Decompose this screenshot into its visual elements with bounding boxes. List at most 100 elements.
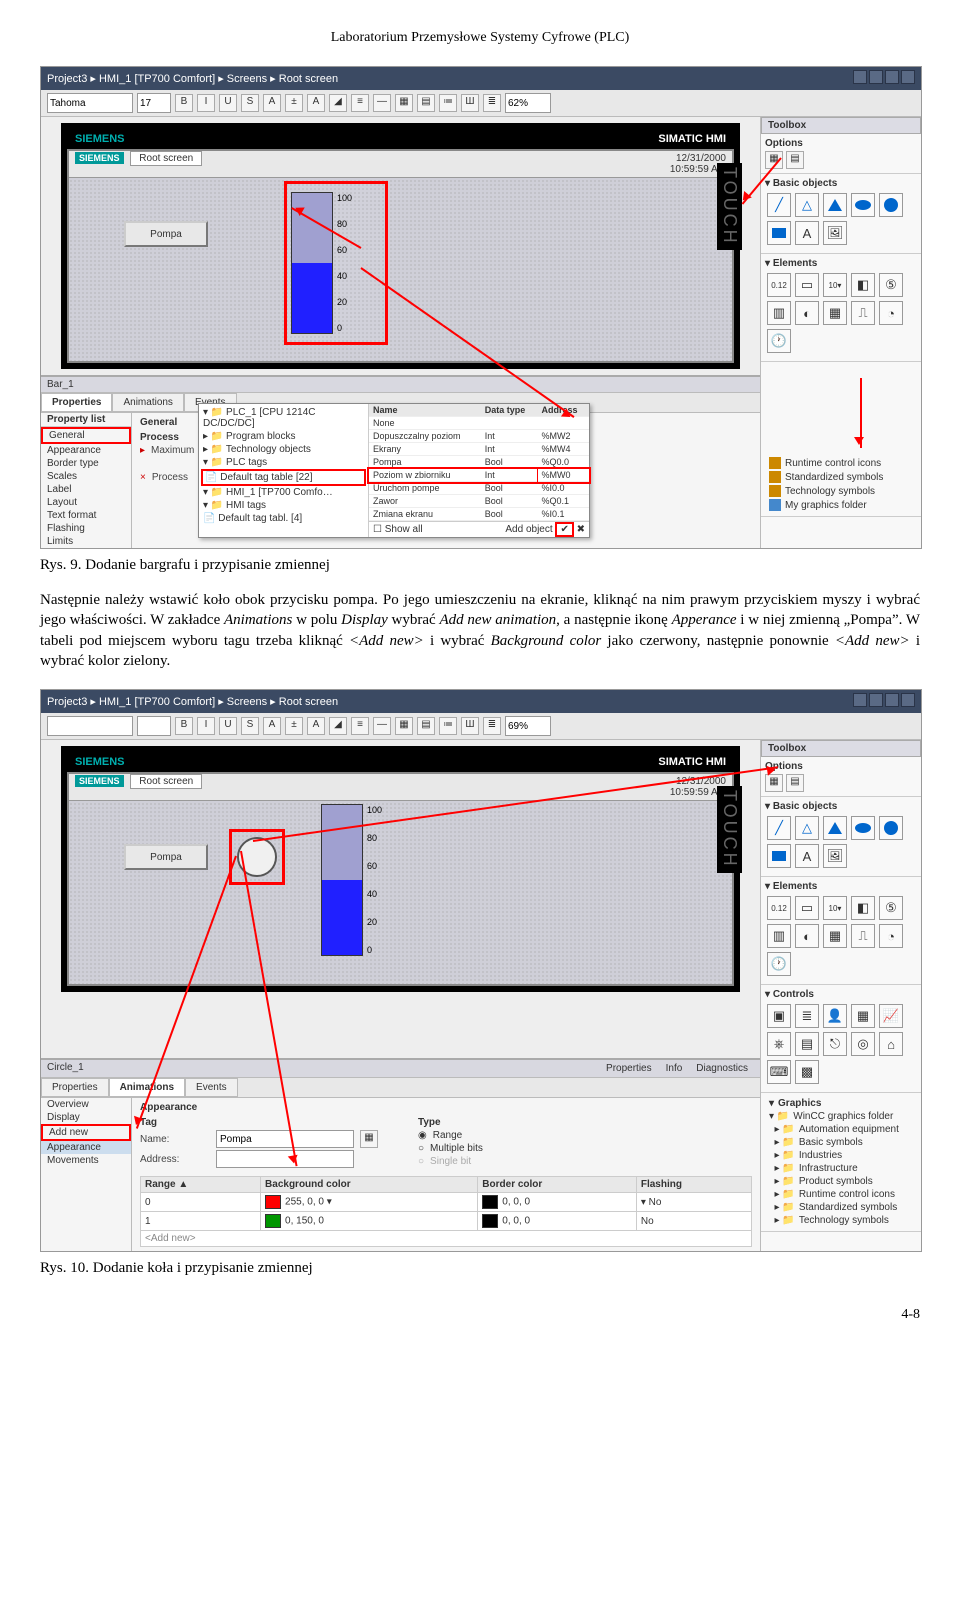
tab-events[interactable]: Events bbox=[185, 1078, 238, 1097]
clock-icon[interactable]: 🕐 bbox=[767, 952, 791, 976]
tab-animations[interactable]: Animations bbox=[109, 1078, 185, 1097]
ctrl-icon[interactable]: ⎈ bbox=[767, 1032, 791, 1056]
format-toolbar[interactable]: B I U S A ± A ◢ ≡ — ▦ ▤ ≔ Ш ≣ bbox=[41, 90, 921, 117]
tag-table[interactable]: NameData typeAddress None Dopuszczalny p… bbox=[369, 404, 589, 521]
fmt-icon[interactable]: A bbox=[263, 717, 281, 735]
circle-icon[interactable] bbox=[879, 816, 903, 840]
tab-animations[interactable]: Animations bbox=[112, 393, 183, 412]
layer-icon[interactable]: ▤ bbox=[417, 717, 435, 735]
bold-icon[interactable]: B bbox=[175, 717, 193, 735]
rect-icon[interactable] bbox=[767, 844, 791, 868]
window-buttons[interactable] bbox=[851, 693, 915, 710]
italic-icon[interactable]: I bbox=[197, 717, 215, 735]
polygon-icon[interactable] bbox=[823, 193, 847, 217]
datetime-icon[interactable]: ⑤ bbox=[879, 273, 903, 297]
fontsize-input[interactable] bbox=[137, 716, 171, 736]
fontsize-input[interactable] bbox=[137, 93, 171, 113]
layer-icon[interactable]: ▦ bbox=[395, 717, 413, 735]
format-toolbar[interactable]: B I U S A ± A ◢ ≡ — ▦ ▤ ≔ Ш ≣ bbox=[41, 713, 921, 740]
font-select[interactable] bbox=[47, 93, 133, 113]
pompa-button[interactable]: Pompa bbox=[124, 221, 208, 247]
project-tree[interactable]: ▾ 📁 PLC_1 [CPU 1214C DC/DC/DC] ▸ 📁 Progr… bbox=[199, 404, 369, 537]
confirm-icon[interactable]: ✔ bbox=[555, 522, 573, 537]
type-range-radio[interactable]: ◉ Range bbox=[418, 1130, 483, 1141]
elements-grid[interactable]: 0.12 ▭ 10▾ ◧ ⑤ ▥ ◐ ▦ ⎍ ◔ 🕐 bbox=[765, 269, 917, 357]
layer-icon[interactable]: ▤ bbox=[417, 94, 435, 112]
tab-properties[interactable]: Properties bbox=[41, 393, 112, 412]
table-row[interactable]: 0 255, 0, 0 ▾ 0, 0, 0 ▾ No bbox=[141, 1193, 752, 1212]
fill-icon[interactable]: ◢ bbox=[329, 717, 347, 735]
align-icon[interactable]: ≔ bbox=[439, 717, 457, 735]
ctrl-icon[interactable]: ◎ bbox=[851, 1032, 875, 1056]
ctrl-icon[interactable]: ▩ bbox=[795, 1060, 819, 1084]
property-list[interactable]: Property list General Appearance Border … bbox=[41, 413, 132, 548]
bold-icon[interactable]: B bbox=[175, 94, 193, 112]
tool-icon[interactable]: ▤ bbox=[786, 774, 804, 792]
tag-browser-popup[interactable]: ▾ 📁 PLC_1 [CPU 1214C DC/DC/DC] ▸ 📁 Progr… bbox=[198, 403, 590, 538]
ctrl-icon[interactable]: 📈 bbox=[879, 1004, 903, 1028]
align-icon[interactable]: ≡ bbox=[351, 717, 369, 735]
slider-icon[interactable]: ⎍ bbox=[851, 924, 875, 948]
font-select[interactable] bbox=[47, 716, 133, 736]
default-tag-table-node[interactable]: 📄 Default tag table [22] bbox=[201, 469, 366, 486]
pompa-button[interactable]: Pompa bbox=[124, 844, 208, 870]
graphiofield-icon[interactable]: ◧ bbox=[851, 896, 875, 920]
iofield-icon[interactable]: 0.12 bbox=[767, 896, 791, 920]
polyline-icon[interactable] bbox=[795, 193, 819, 217]
add-new-node[interactable]: Add new bbox=[41, 1124, 131, 1141]
text-icon[interactable]: A bbox=[795, 844, 819, 868]
button-icon[interactable]: ▭ bbox=[795, 273, 819, 297]
polygon-icon[interactable] bbox=[823, 816, 847, 840]
tag-address-input[interactable] bbox=[216, 1150, 354, 1168]
zoom-input[interactable] bbox=[505, 93, 551, 113]
ctrl-icon[interactable]: 👤 bbox=[823, 1004, 847, 1028]
tool-icon[interactable]: ▦ bbox=[765, 774, 783, 792]
align-icon[interactable]: — bbox=[373, 717, 391, 735]
dist-icon[interactable]: Ш bbox=[461, 94, 479, 112]
bar-icon[interactable]: ▥ bbox=[767, 924, 791, 948]
image-icon[interactable]: 🖼 bbox=[823, 221, 847, 245]
basic-objects-grid[interactable]: A 🖼 bbox=[765, 189, 917, 249]
basic-objects-grid[interactable]: A 🖼 bbox=[765, 812, 917, 872]
window-buttons[interactable] bbox=[851, 70, 915, 87]
ctrl-icon[interactable]: ⎋ bbox=[823, 1032, 847, 1056]
switch-icon[interactable]: ◐ bbox=[795, 301, 819, 325]
fill-icon[interactable]: ◢ bbox=[329, 94, 347, 112]
button-icon[interactable]: ▭ bbox=[795, 896, 819, 920]
controls-grid[interactable]: ▣ ≣ 👤 ▦ 📈 ⎈ ▤ ⎋ ◎ ⌂ ⌨ ▩ bbox=[765, 1000, 917, 1088]
clock-icon[interactable]: 🕐 bbox=[767, 329, 791, 353]
ellipse-icon[interactable] bbox=[851, 816, 875, 840]
dist-icon[interactable]: Ш bbox=[461, 717, 479, 735]
add-object-area[interactable]: Add object ✔ ✖ bbox=[505, 524, 585, 535]
ctrl-icon[interactable]: ▤ bbox=[795, 1032, 819, 1056]
underline-icon[interactable]: U bbox=[219, 94, 237, 112]
ellipse-icon[interactable] bbox=[851, 193, 875, 217]
align-icon[interactable]: — bbox=[373, 94, 391, 112]
bar-icon[interactable]: ▥ bbox=[767, 301, 791, 325]
type-single-radio[interactable]: ○ Single bit bbox=[418, 1156, 483, 1167]
symiofield-icon[interactable]: 10▾ bbox=[823, 273, 847, 297]
zoom-input[interactable] bbox=[505, 716, 551, 736]
fmt-icon[interactable]: ± bbox=[285, 717, 303, 735]
gauge-icon[interactable]: ◔ bbox=[879, 924, 903, 948]
tag-browse-icon[interactable]: ▦ bbox=[360, 1130, 378, 1148]
graphics-tree[interactable]: ▾ Graphics ▾ 📁 WinCC graphics folder ▸ 📁… bbox=[761, 1093, 921, 1232]
tag-name-input[interactable] bbox=[216, 1130, 354, 1148]
fmt-icon[interactable]: ± bbox=[285, 94, 303, 112]
iofield-icon[interactable]: 0.12 bbox=[767, 273, 791, 297]
symlib-icon[interactable]: ▦ bbox=[823, 924, 847, 948]
strike-icon[interactable]: S bbox=[241, 717, 259, 735]
tool-icon[interactable]: ▤ bbox=[786, 151, 804, 169]
fontcolor-icon[interactable]: A bbox=[307, 94, 325, 112]
hmi-screen-canvas[interactable]: SIEMENS Root screen 12/31/2000 10:59:59 … bbox=[67, 772, 734, 986]
rect-icon[interactable] bbox=[767, 221, 791, 245]
symiofield-icon[interactable]: 10▾ bbox=[823, 896, 847, 920]
graphics-shortlist[interactable]: Runtime control icons Standardized symbo… bbox=[761, 452, 921, 517]
fontcolor-icon[interactable]: A bbox=[307, 717, 325, 735]
ctrl-icon[interactable]: ▣ bbox=[767, 1004, 791, 1028]
ctrl-icon[interactable]: ⌂ bbox=[879, 1032, 903, 1056]
align-icon[interactable]: ≔ bbox=[439, 94, 457, 112]
tab-properties[interactable]: Properties bbox=[41, 1078, 109, 1097]
add-new-row[interactable]: <Add new> bbox=[141, 1231, 752, 1247]
text-icon[interactable]: A bbox=[795, 221, 819, 245]
